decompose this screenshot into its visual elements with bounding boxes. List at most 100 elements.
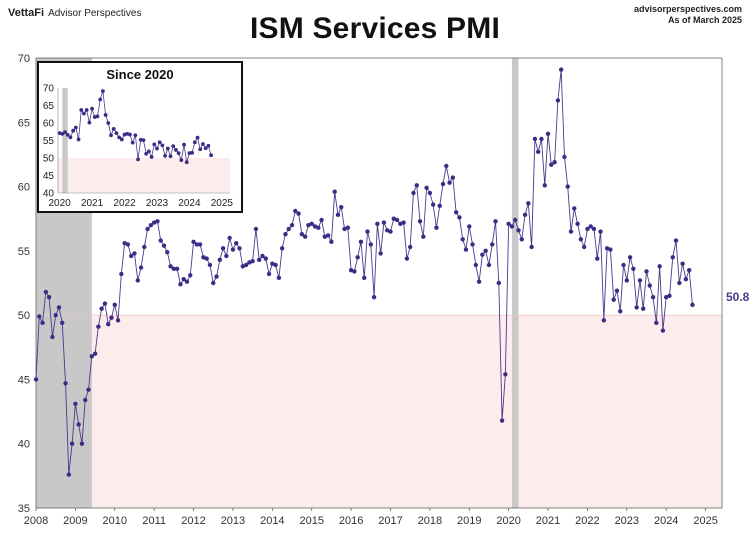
data-point [66,472,72,477]
data-point [243,262,249,268]
data-point [608,247,613,252]
inset-data-point [95,114,100,119]
inset-data-point [198,147,203,152]
data-point [165,249,170,255]
data-point [407,244,413,250]
data-point [119,271,124,277]
data-point [86,387,91,392]
data-point [595,256,600,261]
data-point [43,289,49,295]
inset-y-tick-label: 60 [43,119,55,130]
data-point [516,228,521,233]
data-point [96,324,101,329]
site-info: advisorperspectives.com As of March 2025 [634,4,742,26]
data-point [217,257,223,263]
inset-data-point [73,125,78,130]
data-point [499,418,505,423]
data-point [427,190,433,196]
data-point [50,334,55,340]
x-tick-label: 2022 [575,515,599,527]
data-point [184,279,190,284]
data-point [273,262,278,268]
data-point [63,381,68,386]
inset-data-point [176,151,181,156]
inset-data-point [184,160,189,165]
data-point [545,131,551,137]
inset-data-point [103,113,108,117]
data-point [568,229,574,234]
data-point [102,301,108,306]
data-point [480,252,485,257]
inset-x-tick-label: 2022 [113,198,136,209]
data-point [335,212,341,218]
data-point [362,275,367,281]
site-url[interactable]: advisorperspectives.com [633,4,742,14]
y-tick-label: 50 [18,310,30,322]
x-tick-label: 2009 [63,515,87,527]
brand: VettaFi Advisor Perspectives [8,7,141,19]
recession-band [511,58,519,508]
data-point [467,224,472,229]
inset-data-point [163,154,167,158]
data-point [641,306,646,311]
inset-y-tick-label: 70 [43,84,55,95]
data-point [286,226,291,232]
data-point [211,280,216,286]
data-point [486,262,492,268]
data-point [73,401,78,407]
x-tick-label: 2012 [181,515,205,527]
data-point [463,247,469,252]
inset-data-point [171,144,176,149]
inset-data-point [109,133,113,138]
data-point [572,206,577,211]
data-point [437,203,442,209]
data-point [677,280,682,286]
data-point [339,204,344,210]
inset-data-point [71,128,76,133]
data-point [680,261,685,266]
data-point [631,266,636,272]
data-point [650,294,656,300]
data-point [142,244,147,250]
data-point [549,162,554,167]
inset-data-point [146,149,151,154]
inset-data-point [157,140,162,145]
x-tick-label: 2017 [378,515,402,527]
inset-data-point [182,142,186,147]
data-point [178,282,183,287]
data-point [621,262,626,268]
data-point [414,183,419,188]
data-point [644,269,649,274]
data-point [171,266,177,272]
y-tick-label: 70 [18,53,30,65]
data-point [115,318,121,323]
brand-subtitle: Advisor Perspectives [48,7,142,19]
inset-data-point [195,135,200,140]
inset-data-point [174,148,178,152]
inset-x-tick-label: 2023 [146,198,169,209]
data-point [450,175,456,180]
data-point [352,269,357,274]
x-tick-label: 2020 [496,515,520,527]
data-point [197,242,203,247]
y-tick-label: 35 [18,503,30,515]
data-point [509,224,515,229]
data-point [40,320,45,326]
x-tick-label: 2008 [24,515,48,527]
data-point [316,225,321,230]
inset-data-point [152,142,157,147]
data-point [378,251,383,256]
data-point [578,237,584,242]
data-point [319,217,324,223]
data-point [309,221,314,227]
data-point [302,234,308,239]
data-point [457,215,462,220]
data-point [250,258,255,264]
inset-data-point [60,131,65,136]
inset-data-point [179,158,184,163]
data-point [690,302,695,308]
data-point [332,189,337,194]
data-point [565,184,570,189]
data-point [519,237,524,242]
inset-data-point [90,106,94,111]
